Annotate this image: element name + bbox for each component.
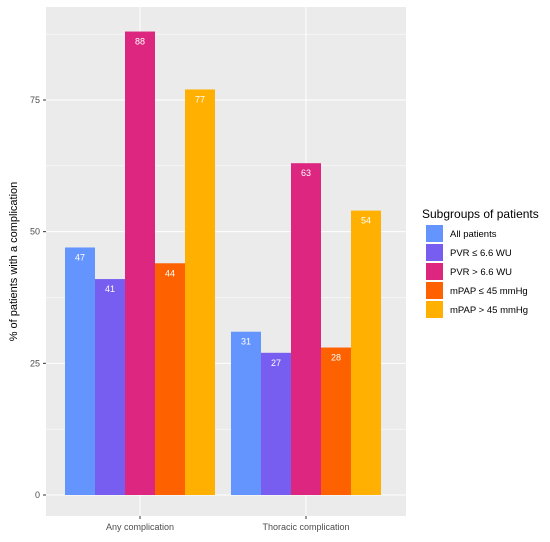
x-axis-ticks: Any complication Thoracic complication <box>106 516 350 532</box>
bar-value-label: 27 <box>271 358 281 368</box>
bar-value-label: 28 <box>331 353 341 363</box>
bar <box>321 347 351 495</box>
legend-swatch <box>426 263 443 280</box>
bar-value-label: 54 <box>361 216 371 226</box>
y-tick-label: 75 <box>30 95 40 105</box>
legend-items: All patients PVR ≤ 6.6 WU PVR > 6.6 WU mPAP… <box>426 225 528 318</box>
bar <box>155 263 185 495</box>
x-tick-label: Any complication <box>106 522 174 532</box>
bars <box>65 31 381 496</box>
bar-value-label: 63 <box>301 168 311 178</box>
bar <box>65 247 95 495</box>
x-tick-label: Thoracic complication <box>262 522 349 532</box>
legend-swatch <box>426 282 443 299</box>
legend-item-label: All patients <box>450 229 497 240</box>
bar-value-labels: 47 41 88 44 77 31 27 63 28 54 <box>75 37 371 368</box>
bar <box>185 89 215 495</box>
legend-title: Subgroups of patients <box>422 207 539 221</box>
legend-item-label: mPAP ≤ 45 mmHg <box>450 286 528 297</box>
bar <box>231 331 261 495</box>
legend-item-label: PVR > 6.6 WU <box>450 267 512 278</box>
bar-value-label: 88 <box>135 37 145 47</box>
bar <box>95 279 125 495</box>
bar-value-label: 47 <box>75 252 85 262</box>
bar <box>291 163 321 495</box>
y-axis-title: % of patients with a complication <box>8 182 20 342</box>
y-tick-label: 50 <box>30 227 40 237</box>
y-tick-label: 0 <box>35 490 40 500</box>
bar <box>261 352 291 495</box>
bar-value-label: 44 <box>165 268 175 278</box>
legend-item-label: PVR ≤ 6.6 WU <box>450 248 512 259</box>
legend-swatch <box>426 244 443 261</box>
y-axis-ticks: 0 25 50 75 <box>30 95 46 500</box>
legend-swatch <box>426 225 443 242</box>
bar <box>351 210 381 495</box>
legend-item-label: mPAP > 45 mmHg <box>450 305 528 316</box>
legend: Subgroups of patients All patients PVR ≤ … <box>422 207 539 318</box>
bar <box>125 31 155 496</box>
bar-value-label: 77 <box>195 94 205 104</box>
y-tick-label: 25 <box>30 358 40 368</box>
bar-value-label: 41 <box>105 284 115 294</box>
bar-value-label: 31 <box>241 337 251 347</box>
legend-swatch <box>426 301 443 318</box>
